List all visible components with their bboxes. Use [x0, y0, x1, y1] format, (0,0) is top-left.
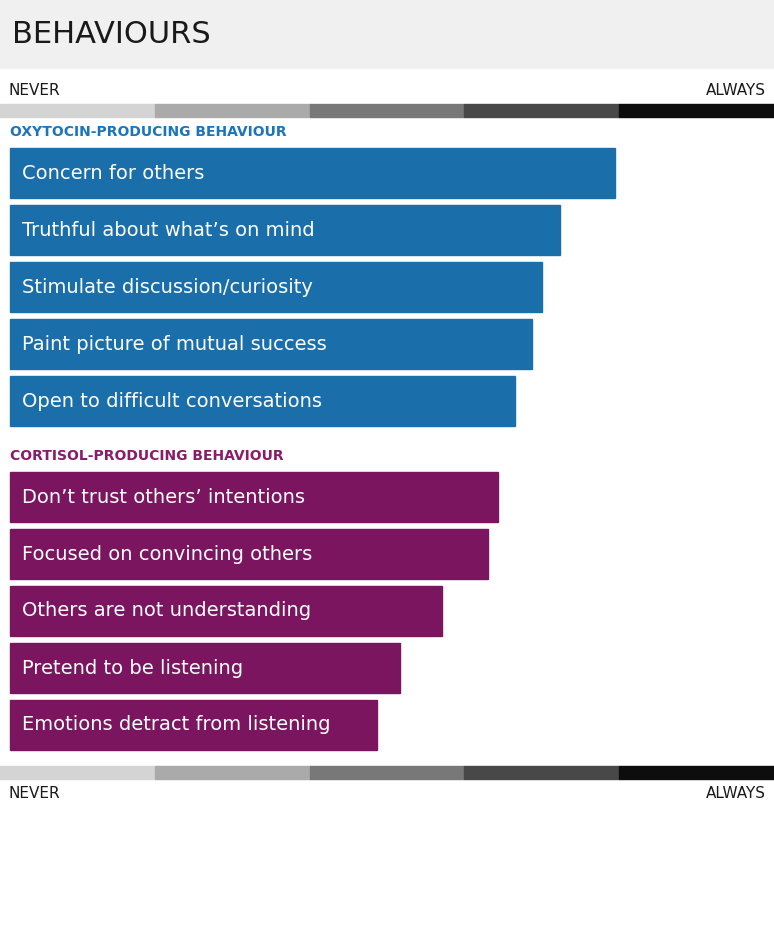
Text: NEVER: NEVER: [8, 787, 60, 802]
Bar: [10, 529, 488, 579]
Text: BEHAVIOURS: BEHAVIOURS: [12, 20, 211, 48]
Bar: [10, 586, 442, 636]
Bar: [0, 766, 155, 778]
Text: OXYTOCIN-PRODUCING BEHAVIOUR: OXYTOCIN-PRODUCING BEHAVIOUR: [10, 125, 286, 139]
Bar: [10, 472, 498, 522]
Bar: [464, 766, 619, 778]
Bar: [310, 766, 464, 778]
Bar: [0, 0, 774, 68]
Bar: [10, 643, 400, 693]
Text: Open to difficult conversations: Open to difficult conversations: [22, 392, 322, 411]
Text: Others are not understanding: Others are not understanding: [22, 602, 311, 621]
Bar: [619, 103, 774, 117]
Text: Concern for others: Concern for others: [22, 163, 204, 182]
Text: ALWAYS: ALWAYS: [706, 83, 766, 98]
Text: ALWAYS: ALWAYS: [706, 787, 766, 802]
Text: Focused on convincing others: Focused on convincing others: [22, 545, 312, 564]
Text: Pretend to be listening: Pretend to be listening: [22, 659, 243, 678]
Bar: [155, 103, 310, 117]
Text: CORTISOL-PRODUCING BEHAVIOUR: CORTISOL-PRODUCING BEHAVIOUR: [10, 449, 283, 463]
Bar: [10, 205, 560, 255]
Text: NEVER: NEVER: [8, 83, 60, 98]
Text: Truthful about what’s on mind: Truthful about what’s on mind: [22, 220, 314, 239]
Bar: [155, 766, 310, 778]
Bar: [10, 319, 532, 369]
Bar: [619, 766, 774, 778]
Text: Don’t trust others’ intentions: Don’t trust others’ intentions: [22, 488, 305, 507]
Bar: [0, 103, 155, 117]
Text: Paint picture of mutual success: Paint picture of mutual success: [22, 334, 327, 353]
Text: Stimulate discussion/curiosity: Stimulate discussion/curiosity: [22, 277, 313, 296]
Bar: [310, 103, 464, 117]
Bar: [10, 262, 542, 312]
Bar: [10, 148, 615, 198]
Bar: [464, 103, 619, 117]
Bar: [10, 376, 515, 426]
Text: Emotions detract from listening: Emotions detract from listening: [22, 716, 330, 735]
Bar: [10, 700, 377, 750]
